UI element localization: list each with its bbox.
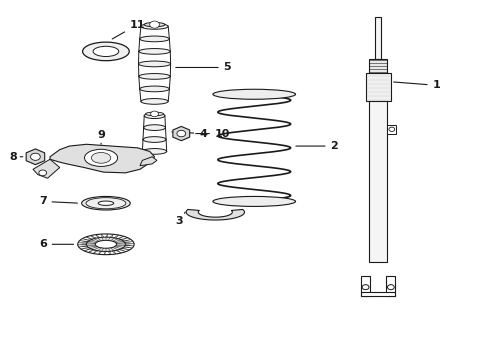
Ellipse shape <box>212 197 295 206</box>
Polygon shape <box>122 240 131 242</box>
Ellipse shape <box>142 149 166 154</box>
Ellipse shape <box>91 153 111 163</box>
Text: 7: 7 <box>39 197 77 206</box>
Ellipse shape <box>140 36 169 42</box>
Ellipse shape <box>145 112 163 116</box>
Ellipse shape <box>140 86 169 92</box>
Polygon shape <box>125 245 134 246</box>
Text: 6: 6 <box>39 239 73 249</box>
Polygon shape <box>186 210 244 220</box>
Polygon shape <box>102 234 103 237</box>
Ellipse shape <box>81 197 130 210</box>
Polygon shape <box>93 251 98 253</box>
Polygon shape <box>84 248 91 251</box>
Ellipse shape <box>143 125 165 130</box>
Ellipse shape <box>93 46 119 57</box>
Circle shape <box>388 127 394 131</box>
Polygon shape <box>90 235 96 239</box>
Polygon shape <box>119 249 125 252</box>
Polygon shape <box>123 247 132 248</box>
Text: 4: 4 <box>172 129 207 139</box>
Polygon shape <box>112 251 116 254</box>
FancyBboxPatch shape <box>361 292 394 296</box>
Polygon shape <box>33 159 60 178</box>
Polygon shape <box>114 235 119 238</box>
Ellipse shape <box>95 240 116 248</box>
Ellipse shape <box>139 49 170 54</box>
Polygon shape <box>116 250 121 253</box>
Ellipse shape <box>144 113 164 118</box>
Circle shape <box>150 111 158 117</box>
Ellipse shape <box>138 61 170 67</box>
Ellipse shape <box>82 42 129 61</box>
Text: 1: 1 <box>393 80 440 90</box>
Ellipse shape <box>142 137 166 142</box>
Ellipse shape <box>84 149 117 166</box>
Polygon shape <box>108 251 110 255</box>
Ellipse shape <box>139 73 170 79</box>
Circle shape <box>149 21 159 28</box>
Polygon shape <box>79 246 87 247</box>
Polygon shape <box>78 244 86 245</box>
Text: 2: 2 <box>295 141 338 151</box>
Ellipse shape <box>86 237 125 251</box>
Ellipse shape <box>141 99 168 104</box>
FancyBboxPatch shape <box>361 276 369 296</box>
Polygon shape <box>103 251 106 255</box>
Polygon shape <box>88 249 94 252</box>
Ellipse shape <box>86 198 125 209</box>
Text: 3: 3 <box>175 212 185 226</box>
Circle shape <box>39 170 46 176</box>
Ellipse shape <box>144 22 164 27</box>
Polygon shape <box>81 247 89 249</box>
Text: 9: 9 <box>97 130 105 144</box>
Polygon shape <box>78 243 87 244</box>
Ellipse shape <box>212 89 295 99</box>
Text: 10: 10 <box>195 129 230 139</box>
Polygon shape <box>120 238 127 240</box>
Polygon shape <box>140 157 157 166</box>
FancyBboxPatch shape <box>368 102 386 262</box>
Polygon shape <box>173 126 189 141</box>
Text: 5: 5 <box>176 63 231 72</box>
Polygon shape <box>106 234 108 237</box>
Polygon shape <box>26 149 44 165</box>
Polygon shape <box>99 251 102 254</box>
Polygon shape <box>80 240 88 242</box>
Text: 11: 11 <box>112 19 145 39</box>
Ellipse shape <box>98 201 114 206</box>
Circle shape <box>362 285 368 290</box>
Polygon shape <box>117 236 123 239</box>
FancyBboxPatch shape <box>365 73 390 102</box>
Circle shape <box>30 153 40 160</box>
Polygon shape <box>86 237 93 239</box>
FancyBboxPatch shape <box>386 276 394 296</box>
Polygon shape <box>124 242 133 243</box>
FancyBboxPatch shape <box>374 18 380 59</box>
FancyBboxPatch shape <box>386 125 395 134</box>
Polygon shape <box>122 248 129 250</box>
Ellipse shape <box>141 23 168 29</box>
Polygon shape <box>82 239 90 241</box>
Text: 8: 8 <box>10 152 23 162</box>
FancyBboxPatch shape <box>368 59 386 73</box>
Circle shape <box>177 130 185 137</box>
Polygon shape <box>50 144 154 173</box>
Polygon shape <box>110 234 113 238</box>
Circle shape <box>386 285 393 290</box>
Polygon shape <box>96 235 100 238</box>
